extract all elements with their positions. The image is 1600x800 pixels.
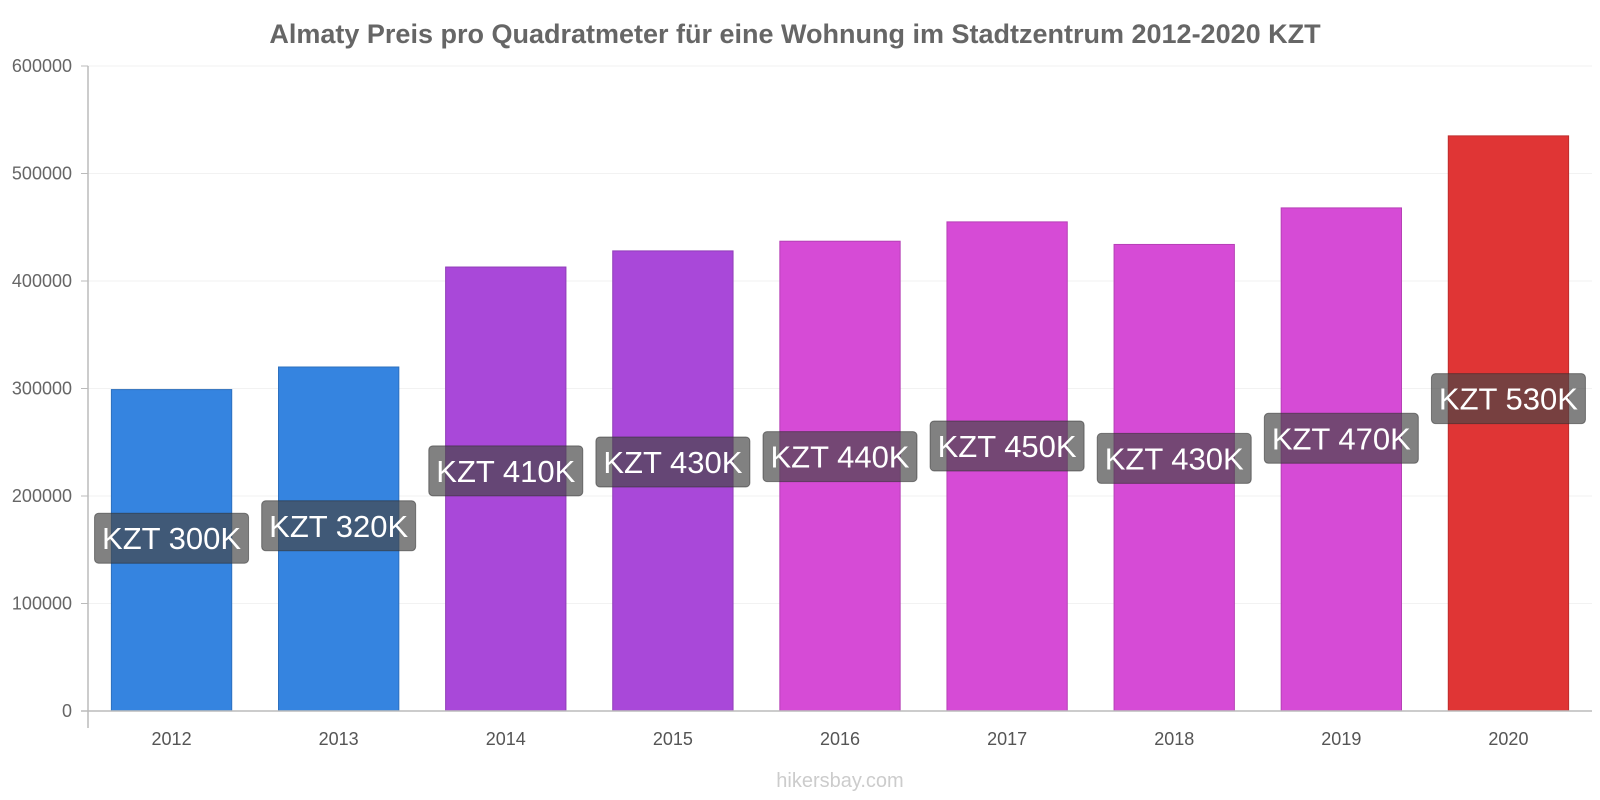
data-label-2015: KZT 430K xyxy=(603,445,742,480)
y-tick-label: 100000 xyxy=(12,594,72,614)
data-label-box xyxy=(595,436,751,488)
data-label-2018: KZT 430K xyxy=(1105,441,1244,476)
y-axis-ticks: 0 100000 200000 300000 400000 500000 600000 xyxy=(12,56,88,721)
data-label-box xyxy=(1096,432,1252,484)
y-tick-label: 400000 xyxy=(12,271,72,291)
x-tick-label-2015: 2015 xyxy=(653,729,693,749)
data-label-2017: KZT 450K xyxy=(938,429,1077,464)
data-label-box xyxy=(261,500,417,552)
watermark: hikersbay.com xyxy=(776,770,903,792)
y-tick-label: 500000 xyxy=(12,164,72,184)
x-tick-label-2020: 2020 xyxy=(1488,729,1528,749)
x-axis-ticks: 2012 2013 2014 2015 2016 2017 2018 2019 2020 xyxy=(152,729,1529,749)
x-tick-label-2018: 2018 xyxy=(1154,729,1194,749)
y-tick-label: 200000 xyxy=(12,486,72,506)
data-label-box xyxy=(929,420,1085,472)
chart-title: Almaty Preis pro Quadratmeter für eine W… xyxy=(269,19,1321,49)
data-label-box xyxy=(94,512,250,564)
data-label-box xyxy=(1263,412,1419,464)
data-label-2016: KZT 440K xyxy=(770,440,909,475)
data-label-box xyxy=(762,431,918,483)
y-tick-label: 600000 xyxy=(12,56,72,76)
data-label-box xyxy=(428,445,584,497)
data-label-2019: KZT 470K xyxy=(1272,421,1411,456)
x-tick-label-2012: 2012 xyxy=(152,729,192,749)
data-label-2020: KZT 530K xyxy=(1439,382,1578,417)
data-label-2014: KZT 410K xyxy=(436,454,575,489)
data-labels: KZT 300K KZT 320K KZT 410K KZT 430K KZT 440K… xyxy=(94,373,1586,564)
y-tick-label: 0 xyxy=(62,701,72,721)
y-tick-label: 300000 xyxy=(12,379,72,399)
x-tick-label-2016: 2016 xyxy=(820,729,860,749)
x-tick-label-2014: 2014 xyxy=(486,729,526,749)
x-tick-label-2019: 2019 xyxy=(1321,729,1361,749)
data-label-box xyxy=(1430,373,1586,425)
x-tick-label-2013: 2013 xyxy=(319,729,359,749)
data-label-2012: KZT 300K xyxy=(102,521,241,556)
data-label-2013: KZT 320K xyxy=(269,509,408,544)
x-tick-label-2017: 2017 xyxy=(987,729,1027,749)
